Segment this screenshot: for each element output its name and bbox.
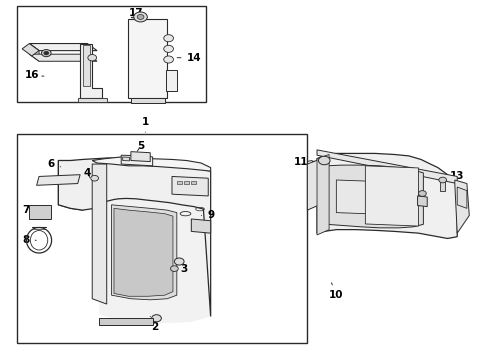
Bar xyxy=(183,181,188,184)
Text: 7: 7 xyxy=(22,205,38,215)
Circle shape xyxy=(151,315,161,322)
Circle shape xyxy=(170,266,178,271)
Text: 14: 14 xyxy=(177,53,201,63)
Polygon shape xyxy=(80,44,102,99)
Bar xyxy=(177,181,181,184)
Polygon shape xyxy=(82,45,90,86)
Circle shape xyxy=(44,51,49,55)
Polygon shape xyxy=(166,70,177,91)
Polygon shape xyxy=(191,219,210,233)
Polygon shape xyxy=(37,175,80,185)
Polygon shape xyxy=(307,159,326,210)
Circle shape xyxy=(174,258,183,265)
Text: 17: 17 xyxy=(128,8,143,18)
Text: 4: 4 xyxy=(83,168,91,178)
Bar xyxy=(17,6,205,102)
Text: 9: 9 xyxy=(201,211,214,220)
Polygon shape xyxy=(316,150,456,184)
Text: 11: 11 xyxy=(294,157,311,167)
Text: 6: 6 xyxy=(47,159,61,169)
Polygon shape xyxy=(456,187,466,208)
Polygon shape xyxy=(454,180,468,233)
Polygon shape xyxy=(29,54,97,61)
Bar xyxy=(191,181,196,184)
Polygon shape xyxy=(365,166,418,226)
Polygon shape xyxy=(58,158,210,316)
Polygon shape xyxy=(326,165,423,228)
Text: 16: 16 xyxy=(24,71,44,80)
Polygon shape xyxy=(131,152,150,162)
Circle shape xyxy=(163,56,173,63)
Polygon shape xyxy=(111,205,177,300)
Polygon shape xyxy=(131,99,164,103)
Polygon shape xyxy=(114,208,173,296)
Circle shape xyxy=(137,14,143,19)
Text: 15: 15 xyxy=(85,88,99,98)
Circle shape xyxy=(318,156,329,165)
Polygon shape xyxy=(92,157,210,171)
Circle shape xyxy=(41,50,51,57)
Polygon shape xyxy=(92,164,106,304)
Polygon shape xyxy=(121,155,152,166)
Polygon shape xyxy=(22,44,39,56)
Polygon shape xyxy=(316,154,328,235)
Text: 12: 12 xyxy=(384,194,403,204)
Polygon shape xyxy=(99,318,152,325)
Text: 13: 13 xyxy=(442,171,464,181)
Polygon shape xyxy=(95,164,210,324)
Circle shape xyxy=(163,45,173,53)
Polygon shape xyxy=(58,161,97,210)
Text: 5: 5 xyxy=(137,141,144,151)
Polygon shape xyxy=(336,180,413,215)
Polygon shape xyxy=(172,176,208,196)
Circle shape xyxy=(88,54,96,61)
Bar xyxy=(17,134,307,343)
Circle shape xyxy=(134,12,147,22)
Polygon shape xyxy=(29,44,97,51)
Circle shape xyxy=(418,191,426,196)
Polygon shape xyxy=(316,153,456,238)
Polygon shape xyxy=(128,19,167,99)
Circle shape xyxy=(438,177,446,183)
Polygon shape xyxy=(417,196,427,207)
Polygon shape xyxy=(439,181,444,191)
Polygon shape xyxy=(29,205,51,219)
Circle shape xyxy=(163,35,173,42)
Polygon shape xyxy=(29,44,39,61)
Circle shape xyxy=(91,175,98,181)
Polygon shape xyxy=(78,99,106,102)
Polygon shape xyxy=(122,157,129,161)
Text: 10: 10 xyxy=(328,283,343,300)
Text: 8: 8 xyxy=(22,235,36,245)
Text: 2: 2 xyxy=(150,316,159,332)
Text: 1: 1 xyxy=(142,117,149,132)
Text: 3: 3 xyxy=(174,260,187,274)
